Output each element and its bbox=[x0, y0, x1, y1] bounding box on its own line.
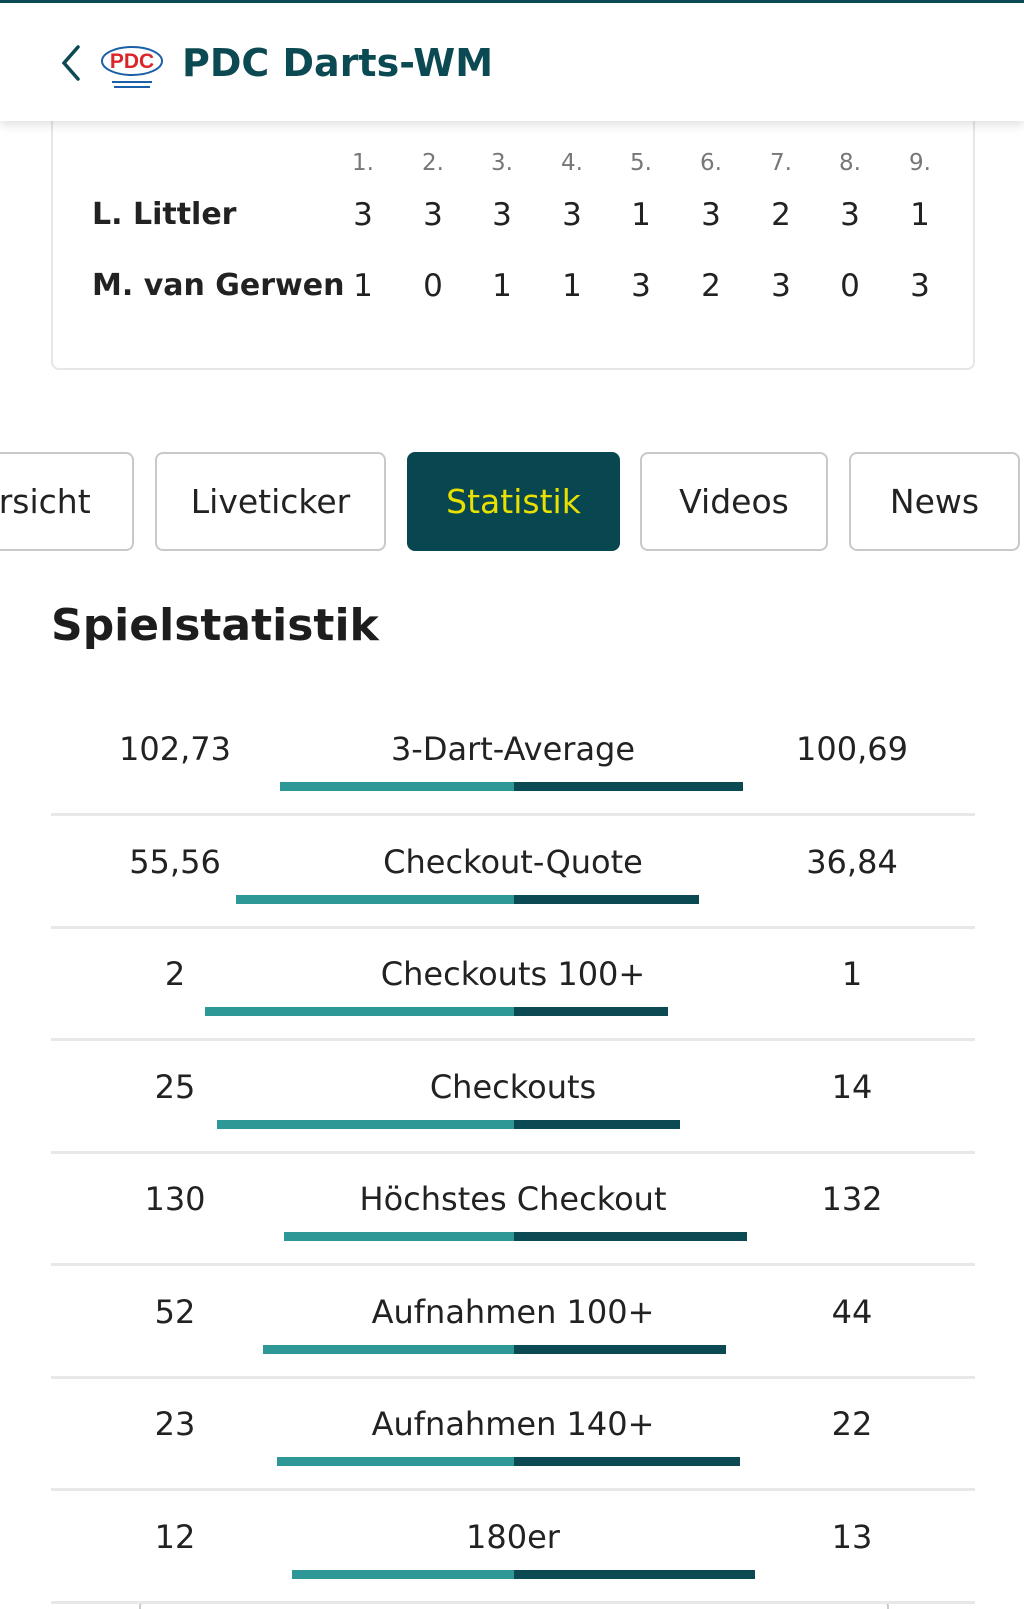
leg-score: 2 bbox=[701, 268, 721, 304]
stat-bar-right bbox=[514, 1457, 741, 1466]
stat-bar-right bbox=[514, 1119, 681, 1129]
stat-left-value: 2 bbox=[164, 955, 186, 993]
stat-label: Checkouts 100+ bbox=[380, 955, 646, 993]
row-divider bbox=[51, 1375, 975, 1379]
stat-bar-left bbox=[284, 1232, 514, 1241]
leg-score: 1 bbox=[492, 268, 512, 304]
row-divider bbox=[51, 1038, 975, 1041]
leg-score: 3 bbox=[423, 197, 443, 233]
leg-score: 0 bbox=[840, 268, 860, 304]
stat-bar-right bbox=[514, 1344, 727, 1354]
back-button[interactable] bbox=[58, 43, 84, 83]
stat-right-value: 36,84 bbox=[806, 842, 898, 881]
leg-score: 3 bbox=[701, 197, 721, 233]
stat-right-value: 14 bbox=[831, 1067, 873, 1106]
round-header: 4. bbox=[561, 150, 583, 176]
round-header: 6. bbox=[700, 150, 722, 176]
stat-left-value: 55,56 bbox=[129, 842, 221, 881]
tab[interactable]: Liveticker bbox=[155, 452, 386, 551]
stat-right-value: 44 bbox=[831, 1292, 873, 1331]
row-divider bbox=[51, 1600, 975, 1604]
stat-bar-right bbox=[514, 782, 744, 791]
stat-right-value: 100,69 bbox=[796, 730, 908, 768]
stat-label: Checkout-Quote bbox=[383, 842, 643, 881]
stat-label: Aufnahmen 100+ bbox=[371, 1292, 655, 1331]
logo-text: PDC bbox=[110, 50, 154, 73]
row-divider bbox=[51, 925, 975, 929]
section-title: Spielstatistik bbox=[51, 600, 379, 651]
app-header: PDC PDC Darts-WM bbox=[0, 0, 1024, 121]
row-divider bbox=[51, 1150, 975, 1154]
leg-score: 3 bbox=[771, 268, 791, 304]
row-divider bbox=[51, 1263, 975, 1266]
stat-bar-left bbox=[217, 1119, 514, 1129]
stat-bar-left bbox=[205, 1007, 514, 1016]
leg-score: 3 bbox=[910, 268, 930, 304]
row-divider bbox=[51, 1488, 975, 1491]
stat-bar-left bbox=[235, 894, 514, 904]
round-header: 7. bbox=[770, 150, 792, 176]
stat-right-value: 1 bbox=[841, 955, 863, 993]
round-header: 8. bbox=[839, 150, 861, 176]
stat-right-value: 13 bbox=[831, 1517, 873, 1556]
leg-score: 3 bbox=[562, 197, 582, 233]
player-name: M. van Gerwen bbox=[92, 268, 345, 303]
leg-score: 3 bbox=[353, 197, 373, 233]
stat-bar-left bbox=[277, 1457, 514, 1466]
stat-left-value: 130 bbox=[144, 1180, 206, 1218]
stat-right-value: 22 bbox=[831, 1405, 873, 1443]
leg-score: 1 bbox=[562, 268, 582, 304]
stat-label: Checkouts bbox=[429, 1067, 597, 1106]
leg-score: 3 bbox=[492, 197, 512, 233]
stat-bar-right bbox=[514, 1232, 748, 1241]
round-header: 1. bbox=[352, 150, 374, 176]
round-header: 9. bbox=[909, 150, 931, 176]
stat-label: 3-Dart-Average bbox=[390, 730, 636, 768]
stat-bar-left bbox=[280, 782, 514, 791]
round-header: 5. bbox=[630, 150, 652, 176]
page-title: PDC Darts-WM bbox=[182, 41, 494, 85]
leg-score: 1 bbox=[631, 197, 651, 233]
leg-score: 3 bbox=[631, 268, 651, 304]
tab[interactable]: Übersicht bbox=[0, 452, 134, 551]
stat-right-value: 132 bbox=[821, 1180, 883, 1218]
round-header: 3. bbox=[491, 150, 513, 176]
stat-bar-right bbox=[514, 894, 699, 904]
leg-score: 2 bbox=[771, 197, 791, 233]
stat-label: 180er bbox=[466, 1517, 560, 1556]
stat-bar-right bbox=[514, 1569, 755, 1579]
stat-left-value: 52 bbox=[154, 1292, 196, 1331]
row-divider bbox=[51, 813, 975, 816]
logo: PDC bbox=[101, 46, 163, 88]
leg-score: 3 bbox=[840, 197, 860, 233]
leg-score: 0 bbox=[423, 268, 443, 304]
leg-score: 1 bbox=[910, 197, 930, 233]
leg-score: 1 bbox=[353, 268, 373, 304]
round-header: 2. bbox=[422, 150, 444, 176]
stat-left-value: 25 bbox=[154, 1067, 196, 1106]
tab[interactable]: Statistik bbox=[407, 452, 620, 551]
stat-label: Aufnahmen 140+ bbox=[371, 1405, 655, 1443]
stat-left-value: 12 bbox=[154, 1517, 196, 1556]
stat-bar-left bbox=[263, 1344, 514, 1354]
stat-label: Höchstes Checkout bbox=[359, 1180, 667, 1218]
stat-left-value: 23 bbox=[154, 1405, 196, 1443]
stat-bar-left bbox=[291, 1569, 514, 1579]
tab[interactable]: News bbox=[849, 452, 1020, 551]
stat-bar-right bbox=[514, 1007, 669, 1016]
stat-left-value: 102,73 bbox=[119, 730, 231, 768]
player-name: L. Littler bbox=[92, 197, 237, 232]
tab[interactable]: Videos bbox=[640, 452, 828, 551]
